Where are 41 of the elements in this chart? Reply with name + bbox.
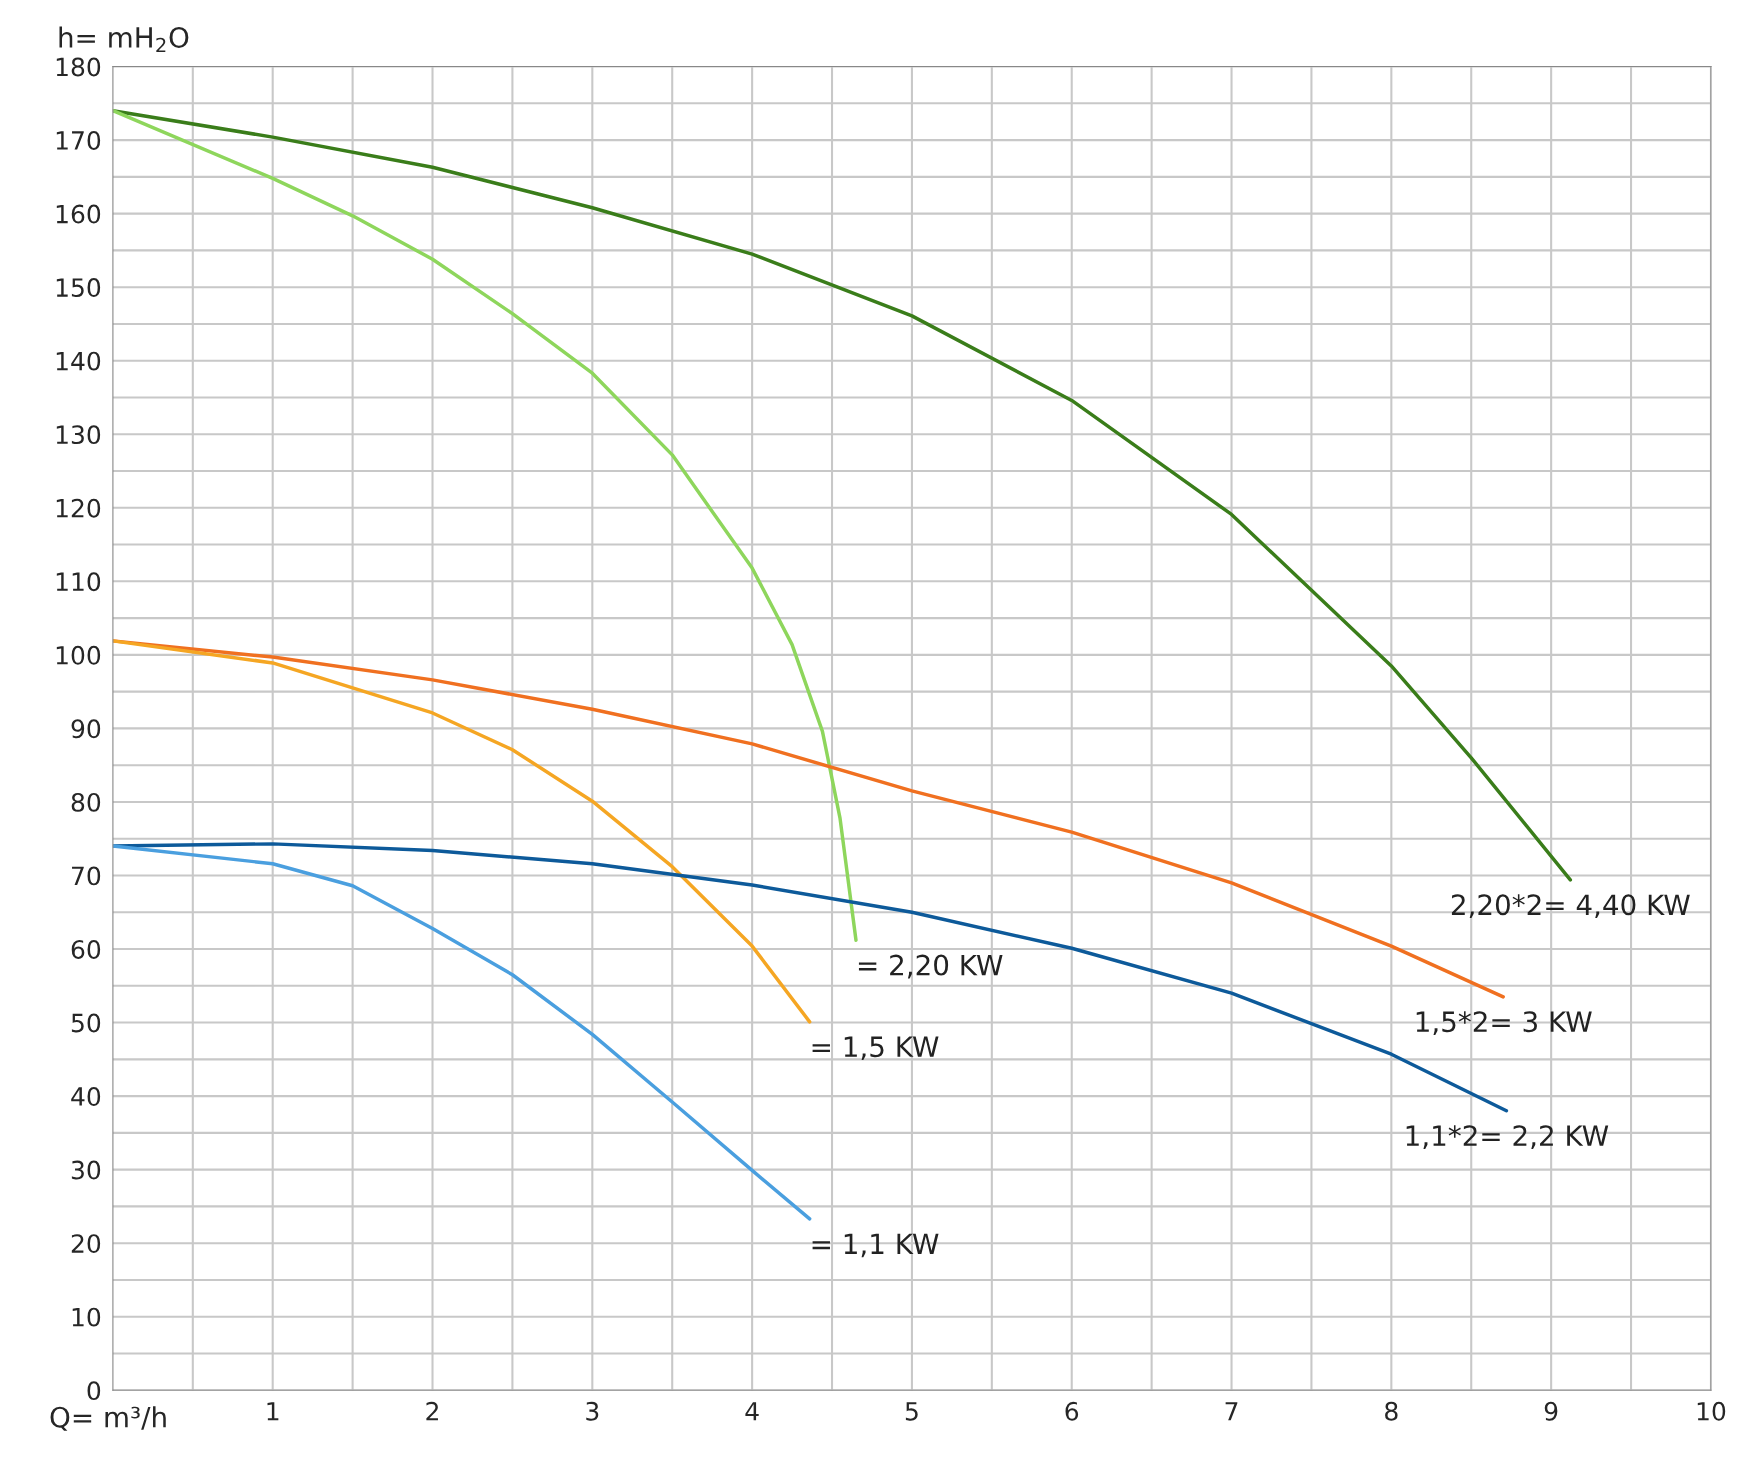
y-axis-title: h= mH$_{2}$O (59, 26, 189, 53)
y-tick-label: 0 (87, 1381, 101, 1401)
y-tick-label: 60 (71, 939, 101, 959)
y-tick-label: 170 (56, 131, 101, 150)
x-tick-label: 8 (1385, 1401, 1398, 1421)
line-series (112, 108, 1573, 882)
series-label: = 2,20 KW (858, 954, 1003, 979)
x-tick-label: 4 (745, 1402, 759, 1421)
y-tick-label: 30 (71, 1160, 101, 1180)
x-tick-label: 9 (1544, 1401, 1558, 1421)
y-tick-label: 110 (56, 572, 101, 592)
series-label: 2,20*2= 4,40 KW (1451, 894, 1690, 919)
x-tick-label: 7 (1225, 1402, 1238, 1421)
series-label: 1,5*2= 3 KW (1416, 1011, 1592, 1036)
series-label: = 1,5 KW (812, 1036, 939, 1061)
series-label: = 1,1 KW (812, 1233, 939, 1258)
line-series (112, 108, 858, 942)
x-axis-title: Q= m³/h (50, 1406, 166, 1431)
y-tick-label: 70 (72, 866, 101, 886)
y-tick-label: 180 (56, 57, 101, 77)
y-tick-label: 120 (56, 498, 101, 518)
x-tick-label: 2 (426, 1401, 438, 1421)
series-label: 1,1*2= 2,2 KW (1406, 1125, 1609, 1150)
y-tick-label: 80 (71, 792, 101, 812)
y-tick-label: 100 (56, 645, 101, 665)
y-tick-label: 90 (71, 719, 101, 739)
x-tick-label: 3 (586, 1401, 599, 1421)
x-tick-label: 1 (267, 1402, 279, 1421)
x-tick-label: 10 (1697, 1401, 1726, 1421)
line-series (112, 639, 812, 1024)
x-tick-label: 6 (1065, 1401, 1079, 1421)
x-tick-label: 5 (905, 1402, 918, 1421)
y-tick-label: 40 (71, 1087, 101, 1106)
y-tick-label: 150 (56, 278, 101, 298)
line-series (112, 844, 812, 1221)
y-tick-label: 160 (56, 204, 101, 224)
y-tick-label: 140 (56, 351, 101, 371)
y-tick-label: 50 (71, 1013, 101, 1033)
y-tick-label: 10 (72, 1307, 101, 1327)
y-tick-label: 20 (71, 1234, 101, 1254)
y-tick-label: 130 (56, 425, 101, 445)
